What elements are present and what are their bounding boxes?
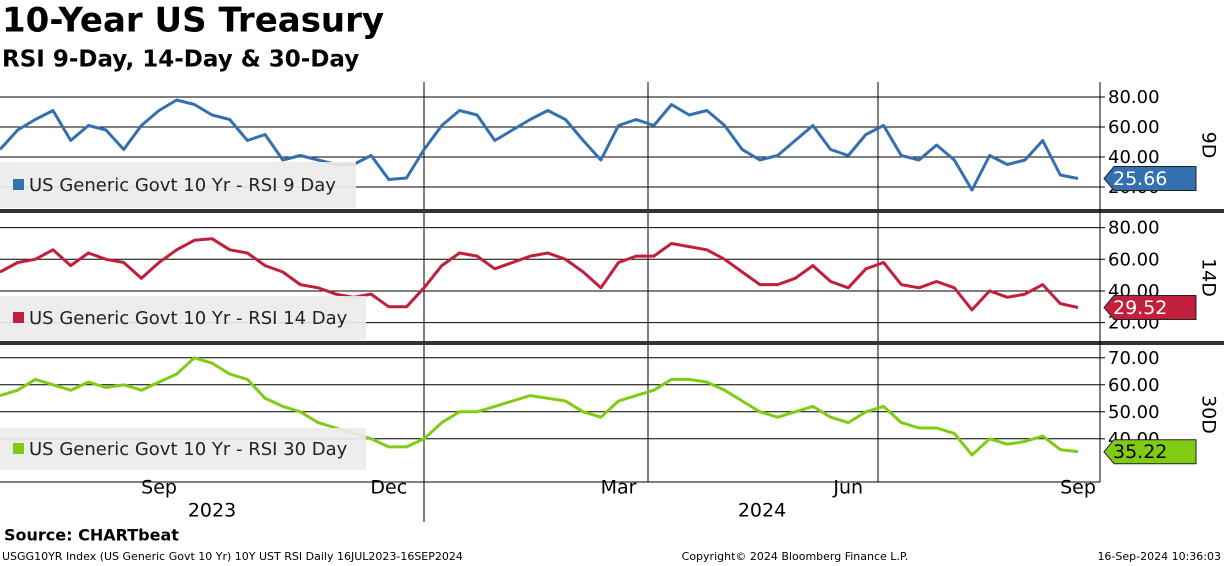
legend-box — [0, 162, 356, 208]
x-tick-label: Dec — [370, 477, 407, 499]
chart-subtitle: RSI 9-Day, 14-Day & 30-Day — [2, 47, 359, 73]
last-value-box — [1103, 439, 1197, 465]
legend-swatch — [13, 179, 24, 190]
y-tick-label: 70.00 — [1108, 348, 1160, 369]
last-value-label: 35.22 — [1113, 441, 1167, 463]
y-tick-label: 40.00 — [1108, 147, 1160, 168]
legend-box — [0, 428, 366, 470]
y-tick-label: 50.00 — [1108, 402, 1160, 423]
x-tick-label: Mar — [601, 477, 637, 499]
x-tick-label: Jun — [832, 477, 863, 499]
last-value-box — [1103, 295, 1197, 321]
legend-box — [0, 296, 366, 340]
panel-separator — [0, 341, 1224, 345]
y-tick-label: 60.00 — [1108, 375, 1160, 396]
series-line — [0, 237, 1079, 312]
panel-label: 9D — [1198, 132, 1220, 159]
legend-label: US Generic Govt 10 Yr - RSI 9 Day — [29, 175, 336, 196]
footer-right: 16-Sep-2024 10:36:03 — [1097, 550, 1221, 563]
y-tick-label: 60.00 — [1108, 249, 1160, 270]
x-tick-label: Sep — [141, 477, 177, 499]
legend-swatch — [13, 312, 24, 323]
y-tick-label: 60.00 — [1108, 117, 1160, 138]
panel-label: 14D — [1198, 258, 1220, 297]
x-tick-label: Sep — [1060, 477, 1096, 499]
panel-separator — [0, 209, 1224, 213]
last-value-label: 29.52 — [1113, 297, 1167, 319]
chart-title: 10-Year US Treasury — [2, 1, 384, 41]
panel-label: 30D — [1198, 395, 1220, 434]
legend-swatch — [13, 443, 24, 454]
footer-left: USGG10YR Index (US Generic Govt 10 Yr) 1… — [2, 550, 463, 563]
series-line — [0, 356, 1079, 457]
legend-label: US Generic Govt 10 Yr - RSI 30 Day — [29, 439, 348, 460]
last-value-label: 25.66 — [1113, 168, 1167, 190]
year-label: 2024 — [738, 500, 786, 522]
y-tick-label: 80.00 — [1108, 87, 1160, 108]
series-line — [0, 98, 1079, 192]
quarter-lines — [423, 82, 879, 522]
legend-label: US Generic Govt 10 Yr - RSI 14 Day — [29, 308, 348, 329]
source: Source: CHARTbeat — [4, 526, 179, 545]
y-tick-label: 80.00 — [1108, 218, 1160, 239]
footer-center: Copyright© 2024 Bloomberg Finance L.P. — [682, 550, 909, 563]
year-label: 2023 — [188, 500, 236, 522]
last-value-box — [1103, 166, 1197, 192]
